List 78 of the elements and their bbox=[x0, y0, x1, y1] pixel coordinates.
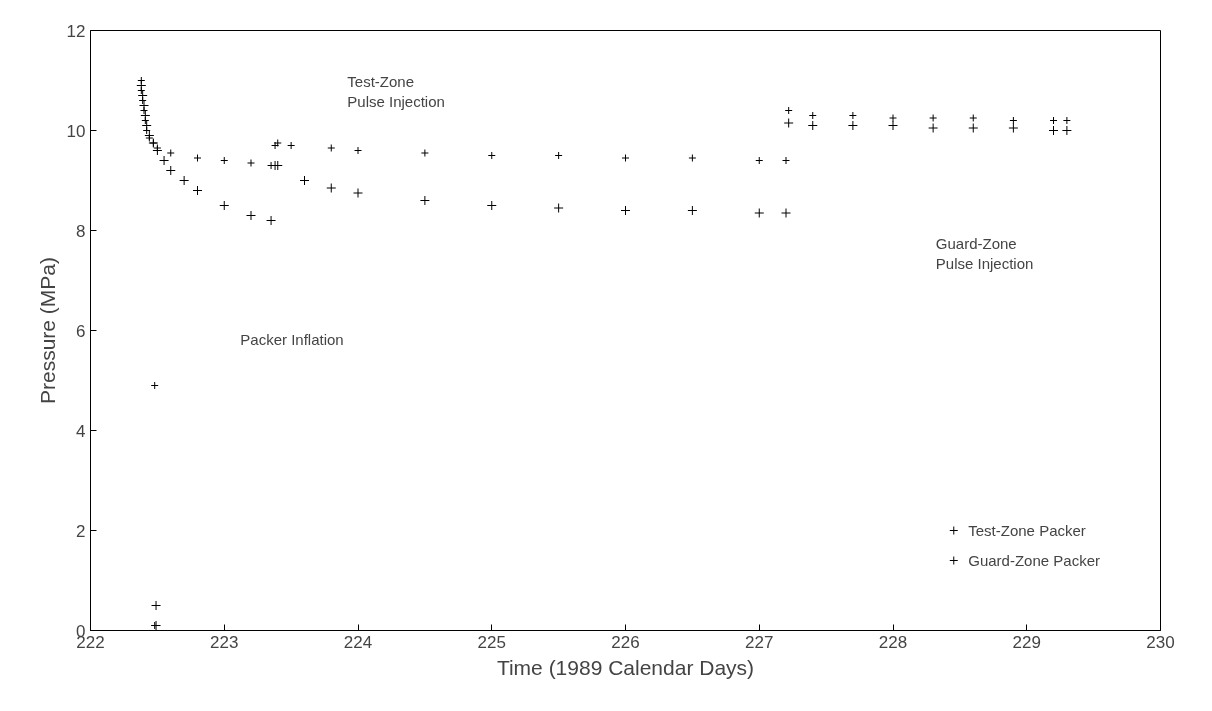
point bbox=[137, 90, 148, 101]
point bbox=[136, 80, 147, 91]
point bbox=[848, 111, 857, 120]
y-tick-label: 10 bbox=[66, 121, 86, 141]
point bbox=[151, 600, 162, 611]
point bbox=[246, 210, 256, 221]
point bbox=[783, 118, 794, 128]
point bbox=[969, 114, 978, 122]
y-axis-title: Pressure (MPa) bbox=[35, 256, 59, 405]
point bbox=[687, 205, 698, 216]
point bbox=[140, 110, 151, 121]
point bbox=[888, 120, 898, 131]
annotation: Packer Inflation bbox=[240, 330, 344, 348]
point bbox=[554, 151, 563, 160]
point bbox=[273, 139, 282, 147]
point bbox=[220, 156, 229, 165]
point bbox=[487, 151, 496, 160]
x-tick-label: 227 bbox=[745, 632, 774, 652]
point bbox=[419, 195, 430, 206]
x-tick-label: 230 bbox=[1146, 632, 1175, 652]
point bbox=[219, 200, 230, 211]
point bbox=[420, 149, 429, 157]
point bbox=[621, 154, 630, 162]
point bbox=[179, 175, 190, 186]
point bbox=[782, 156, 790, 165]
point bbox=[266, 215, 277, 226]
point bbox=[688, 154, 697, 162]
point bbox=[928, 123, 939, 133]
point bbox=[1009, 116, 1018, 125]
point bbox=[327, 144, 336, 152]
point bbox=[326, 183, 337, 193]
x-axis-title: Time (1989 Calendar Days) bbox=[496, 655, 755, 679]
y-tick-label: 12 bbox=[66, 21, 86, 41]
x-tick-label: 223 bbox=[210, 632, 239, 652]
y-tick-label: 4 bbox=[76, 421, 86, 441]
point bbox=[929, 114, 938, 122]
legend-label: Test-Zone Packer bbox=[968, 521, 1086, 539]
point bbox=[808, 111, 817, 120]
point bbox=[1062, 116, 1071, 125]
point bbox=[353, 188, 363, 198]
point bbox=[193, 154, 202, 162]
annotation: Test-Zone Pulse Injection bbox=[347, 72, 445, 110]
point bbox=[166, 149, 175, 157]
point bbox=[152, 145, 163, 156]
point bbox=[354, 146, 362, 155]
annotation: Guard-Zone Pulse Injection bbox=[935, 234, 1034, 272]
y-tick-label: 8 bbox=[76, 221, 86, 241]
point bbox=[159, 155, 170, 166]
x-tick-label: 226 bbox=[611, 632, 640, 652]
point bbox=[754, 208, 765, 218]
point bbox=[486, 200, 497, 211]
y-tick-label: 6 bbox=[76, 321, 86, 341]
point bbox=[139, 100, 149, 111]
y-tick-label: 2 bbox=[76, 521, 86, 541]
point bbox=[847, 120, 858, 131]
point bbox=[150, 381, 159, 390]
point bbox=[784, 106, 793, 115]
point bbox=[144, 130, 155, 141]
point bbox=[145, 134, 154, 142]
point bbox=[968, 123, 979, 133]
point bbox=[153, 144, 162, 152]
point bbox=[781, 208, 791, 218]
point bbox=[271, 141, 280, 150]
point bbox=[287, 141, 296, 150]
point bbox=[247, 159, 255, 167]
point bbox=[1061, 125, 1072, 136]
x-tick-label: 228 bbox=[878, 632, 908, 652]
x-tick-label: 225 bbox=[477, 632, 506, 652]
point bbox=[889, 114, 897, 122]
point bbox=[141, 120, 152, 131]
point bbox=[165, 165, 176, 176]
point bbox=[553, 203, 564, 213]
legend-label: Guard-Zone Packer bbox=[968, 551, 1100, 569]
point bbox=[755, 156, 764, 165]
x-tick-label: 229 bbox=[1012, 632, 1041, 652]
x-tick-label: 224 bbox=[343, 632, 373, 652]
point bbox=[807, 120, 818, 131]
point bbox=[1008, 123, 1019, 133]
